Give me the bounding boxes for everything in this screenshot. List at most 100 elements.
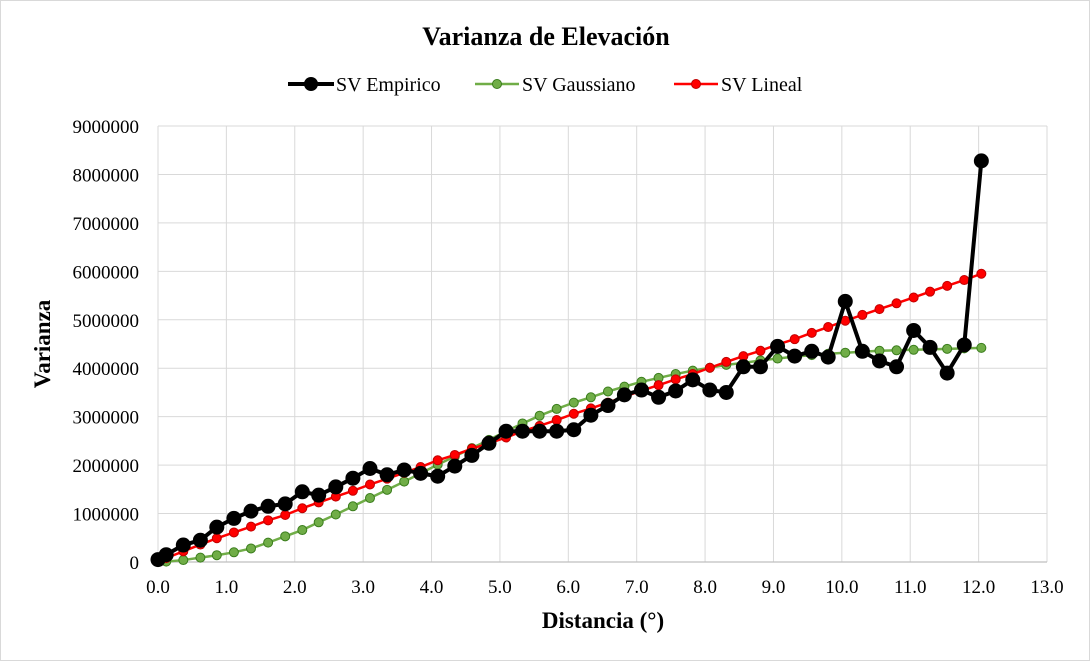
data-point-sv-gaussiano xyxy=(534,410,545,421)
data-point-sv-empirico xyxy=(633,382,649,398)
data-point-sv-lineal xyxy=(959,275,970,286)
data-point-sv-gaussiano xyxy=(840,347,851,358)
data-point-sv-lineal xyxy=(738,351,749,362)
data-point-sv-lineal xyxy=(347,485,358,496)
x-tick-label: 1.0 xyxy=(215,577,239,598)
y-tick-label: 3000000 xyxy=(73,408,140,429)
data-point-sv-gaussiano xyxy=(585,392,596,403)
legend-label-sv-empirico: SV Empirico xyxy=(336,74,441,96)
legend-item-sv-empirico[interactable]: SV Empirico xyxy=(288,74,441,96)
data-point-sv-lineal xyxy=(823,322,834,333)
y-tick-label: 6000000 xyxy=(73,262,140,283)
data-point-sv-empirico xyxy=(277,496,293,512)
data-point-sv-gaussiano xyxy=(211,550,222,561)
data-point-sv-empirico xyxy=(328,479,344,495)
data-point-sv-gaussiano xyxy=(602,386,613,397)
data-point-sv-empirico xyxy=(956,337,972,353)
legend-item-sv-lineal[interactable]: SV Lineal xyxy=(674,74,803,96)
x-tick-label: 11.0 xyxy=(894,577,927,598)
data-point-sv-empirico xyxy=(973,153,989,169)
data-point-sv-lineal xyxy=(755,345,766,356)
data-point-sv-lineal xyxy=(211,533,222,544)
data-point-sv-empirico xyxy=(889,359,905,375)
data-point-sv-empirico xyxy=(804,343,820,359)
plot-area xyxy=(150,153,989,568)
x-tick-label: 13.0 xyxy=(1030,577,1063,598)
data-point-sv-empirico xyxy=(668,383,684,399)
x-tick-label: 12.0 xyxy=(962,577,995,598)
data-point-sv-empirico xyxy=(362,461,378,476)
y-axis: 0 1000000 2000000 3000000 4000000 5000000 6000… xyxy=(73,117,159,574)
data-point-sv-lineal xyxy=(942,280,953,291)
x-tick-label: 7.0 xyxy=(625,577,649,598)
data-point-sv-gaussiano xyxy=(551,403,562,414)
y-tick-label: 5000000 xyxy=(73,311,140,332)
data-point-sv-gaussiano xyxy=(942,343,953,354)
data-point-sv-lineal xyxy=(721,356,732,367)
data-point-sv-lineal xyxy=(789,334,800,345)
x-tick-label: 3.0 xyxy=(351,577,375,598)
legend-marker-sv-lineal xyxy=(691,79,701,89)
data-point-sv-gaussiano xyxy=(976,342,987,353)
data-point-sv-empirico xyxy=(413,465,429,481)
data-point-sv-gaussiano xyxy=(399,476,410,487)
data-point-sv-gaussiano xyxy=(195,552,206,563)
data-point-sv-lineal xyxy=(449,449,460,460)
data-point-sv-lineal xyxy=(704,362,715,373)
data-point-sv-empirico xyxy=(294,484,310,500)
data-point-sv-gaussiano xyxy=(280,531,291,542)
data-point-sv-gaussiano xyxy=(313,517,324,528)
y-tick-label: 0 xyxy=(130,553,140,574)
data-point-sv-lineal xyxy=(364,479,375,490)
x-tick-label: 2.0 xyxy=(283,577,307,598)
data-point-sv-empirico xyxy=(498,423,514,439)
data-point-sv-empirico xyxy=(871,353,887,369)
data-point-sv-empirico xyxy=(158,547,174,563)
x-tick-label: 6.0 xyxy=(556,577,580,598)
data-point-sv-lineal xyxy=(228,527,239,538)
data-point-sv-gaussiano xyxy=(908,344,919,355)
data-point-sv-lineal xyxy=(568,408,579,419)
data-point-sv-lineal xyxy=(432,455,443,466)
data-point-sv-empirico xyxy=(260,498,276,514)
legend-item-sv-gaussiano[interactable]: SV Gaussiano xyxy=(475,74,636,96)
data-point-sv-empirico xyxy=(175,537,191,553)
x-tick-label: 9.0 xyxy=(762,577,786,598)
data-point-sv-empirico xyxy=(447,458,463,474)
data-point-sv-lineal xyxy=(976,268,987,279)
data-point-sv-empirico xyxy=(209,519,225,535)
data-point-sv-lineal xyxy=(297,503,308,514)
y-tick-label: 1000000 xyxy=(73,505,140,526)
y-tick-label: 9000000 xyxy=(73,117,140,138)
data-point-sv-gaussiano xyxy=(382,484,393,495)
data-point-sv-empirico xyxy=(702,382,718,398)
data-point-sv-gaussiano xyxy=(772,353,783,364)
legend: SV Empirico SV Gaussiano SV Lineal xyxy=(288,74,803,96)
data-point-sv-empirico xyxy=(226,510,242,526)
data-point-sv-lineal xyxy=(263,515,274,526)
data-point-sv-empirico xyxy=(616,387,632,403)
data-point-sv-empirico xyxy=(430,468,446,484)
data-point-sv-empirico xyxy=(583,407,599,423)
x-tick-label: 0.0 xyxy=(146,577,170,598)
series-sv-empirico xyxy=(150,153,989,568)
data-point-sv-empirico xyxy=(787,348,803,364)
data-point-sv-empirico xyxy=(820,349,836,365)
data-point-sv-gaussiano xyxy=(568,397,579,408)
data-point-sv-lineal xyxy=(891,298,902,309)
data-point-sv-empirico xyxy=(481,435,497,451)
data-point-sv-lineal xyxy=(280,510,291,521)
data-point-sv-gaussiano xyxy=(297,525,308,536)
data-point-sv-empirico xyxy=(735,359,751,375)
data-point-sv-empirico xyxy=(939,365,955,381)
data-point-sv-lineal xyxy=(874,304,885,315)
data-point-sv-gaussiano xyxy=(364,493,375,504)
legend-marker-sv-gaussiano xyxy=(492,79,502,89)
data-point-sv-empirico xyxy=(464,447,480,463)
x-axis: 0.0 1.0 2.0 3.0 4.0 5.0 6.0 7.0 8.0 9.0 10.0 11.0 12… xyxy=(146,561,1064,598)
series-line-sv-gaussiano xyxy=(157,346,982,564)
data-point-sv-empirico xyxy=(345,470,361,486)
data-point-sv-empirico xyxy=(243,503,259,519)
